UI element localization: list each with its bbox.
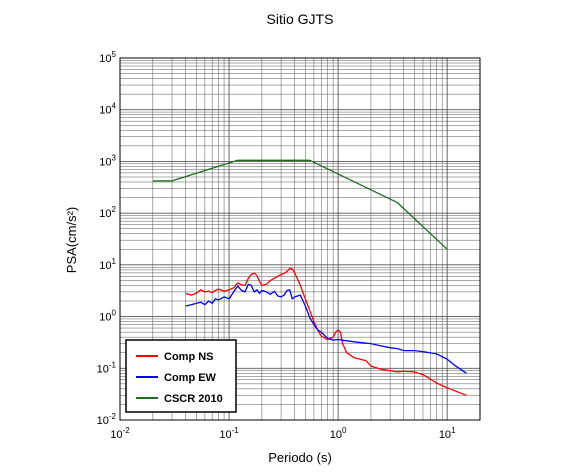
legend-label: Comp EW [164, 372, 217, 384]
x-tick-label: 100 [330, 426, 347, 441]
x-tick-labels: 10-2 10-1 100 101 [110, 426, 456, 441]
y-tick-label: 105 [99, 50, 116, 65]
series-line-2 [185, 283, 467, 374]
y-tick-label: 101 [99, 257, 116, 272]
y-tick-label: 100 [99, 309, 116, 324]
series-group [152, 159, 467, 396]
x-tick-label: 10-2 [110, 426, 130, 441]
x-axis-label: Periodo (s) [268, 450, 332, 465]
y-tick-label: 10-1 [97, 360, 117, 375]
x-tick-label: 10-1 [219, 426, 239, 441]
legend-label: Comp NS [164, 351, 214, 363]
legend: Comp NS Comp EW CSCR 2010 [125, 339, 237, 413]
series-line-1 [185, 267, 467, 396]
y-tick-label: 104 [99, 102, 116, 117]
grid [119, 58, 481, 421]
y-tick-label: 103 [99, 153, 116, 168]
y-tick-label: 10-2 [97, 412, 117, 427]
series-line-3 [152, 159, 448, 250]
y-tick-labels: 10-2 10-1 100 101 102 103 104 105 [97, 50, 117, 427]
y-axis-label: PSA(cm/s²) [64, 207, 79, 273]
plot-frame [119, 57, 481, 421]
chart-title: Sitio GJTS [267, 11, 334, 27]
y-tick-label: 102 [99, 205, 116, 220]
x-tick-label: 101 [439, 426, 456, 441]
legend-label: CSCR 2010 [164, 393, 223, 405]
